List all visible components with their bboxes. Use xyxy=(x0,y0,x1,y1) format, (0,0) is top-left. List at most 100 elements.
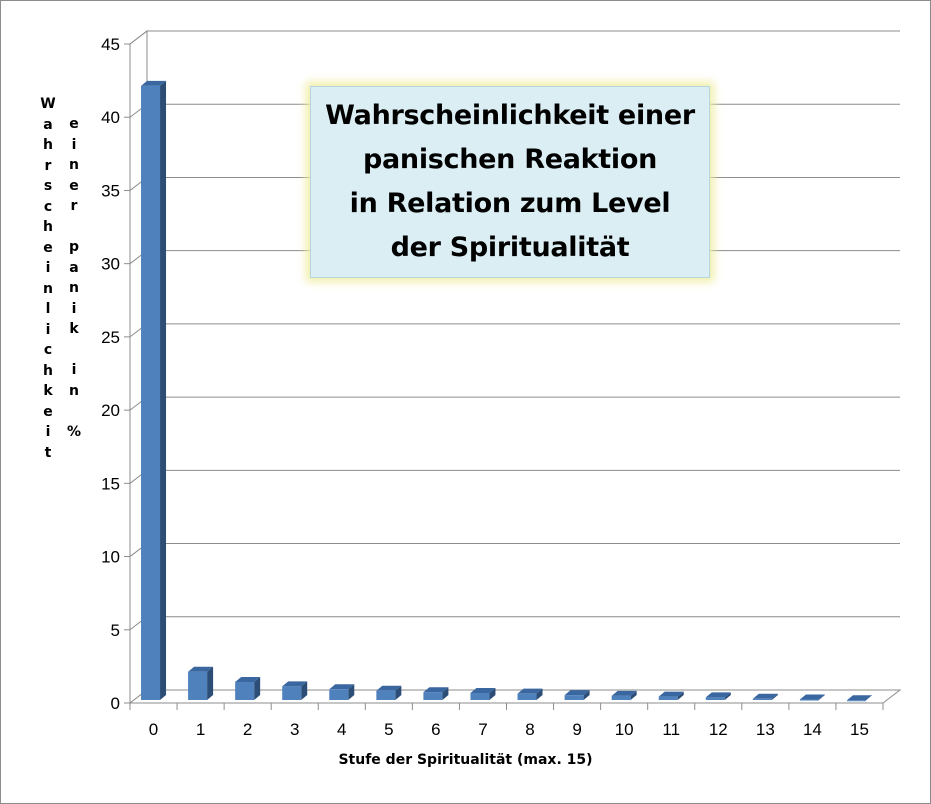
bar-side-1 xyxy=(207,666,214,700)
bar-top-2 xyxy=(235,676,261,682)
bar-side-3 xyxy=(301,681,308,700)
y-tick-label: 40 xyxy=(101,108,120,127)
y-tick-label: 25 xyxy=(101,328,120,347)
bar-top-1 xyxy=(188,666,214,672)
y-axis-label-letter: a xyxy=(43,116,53,133)
bar-side-6 xyxy=(442,687,449,700)
bar-side-8 xyxy=(536,688,543,700)
bar-6 xyxy=(423,692,443,700)
y-axis-label-part2: e i n e r p a n i k i n% xyxy=(64,114,84,442)
y-tick-label: 5 xyxy=(111,621,120,640)
bar-11 xyxy=(658,696,678,700)
y-axis-label-letter: p xyxy=(68,239,80,255)
bar-top-12 xyxy=(705,692,731,698)
y-tick-label: 35 xyxy=(101,181,120,200)
x-tick-label: 14 xyxy=(803,720,822,739)
y-axis-label-letter: i xyxy=(71,136,77,153)
bar-side-10 xyxy=(630,690,637,700)
y-axis-label-letter: k xyxy=(43,383,53,399)
bar-15 xyxy=(846,700,866,702)
y-axis-label-letter: i xyxy=(71,362,77,378)
x-tick-label: 3 xyxy=(290,720,299,739)
bar-2 xyxy=(235,681,255,700)
bar-top-6 xyxy=(423,687,449,693)
bar-top-3 xyxy=(282,681,308,687)
y-axis-label-letter: c xyxy=(43,198,53,215)
bar-side-9 xyxy=(583,690,590,700)
chart-title-box: Wahrscheinlichkeit einer panischen Reakt… xyxy=(310,86,710,278)
x-tick-label: 7 xyxy=(478,720,487,739)
y-axis-label-letter: h xyxy=(43,219,53,235)
x-tick-label: 5 xyxy=(384,720,393,739)
bar-top-14 xyxy=(799,694,825,700)
y-axis-label-letter: n xyxy=(69,157,79,173)
bar-13 xyxy=(752,698,772,700)
y-axis-label-letter: h xyxy=(43,137,53,153)
bar-side-5 xyxy=(395,685,402,700)
x-tick-label: 4 xyxy=(337,720,346,739)
bar-top-10 xyxy=(611,690,637,696)
bar-5 xyxy=(376,690,396,700)
bar-14 xyxy=(799,699,819,701)
bar-side-12 xyxy=(724,692,731,700)
bar-top-0 xyxy=(141,80,167,86)
y-axis-label-letter: e xyxy=(43,403,53,420)
bar-7 xyxy=(470,692,490,700)
y-axis-label-letter: r xyxy=(70,198,78,214)
bar-side-14 xyxy=(818,694,825,700)
bar-top-13 xyxy=(752,693,778,699)
bar-10 xyxy=(611,695,631,700)
y-tick-label: 20 xyxy=(101,401,120,420)
x-tick-label: 11 xyxy=(662,720,680,739)
bar-top-7 xyxy=(470,687,496,693)
y-tick-label: 45 xyxy=(101,35,120,54)
bar-3 xyxy=(282,686,302,700)
bar-9 xyxy=(564,695,584,700)
x-tick-label: 12 xyxy=(709,720,728,739)
y-tick-label: 15 xyxy=(101,474,120,493)
x-tick-label: 2 xyxy=(243,720,252,739)
y-axis-label-letter: k xyxy=(69,321,79,337)
y-axis-label-letter: n xyxy=(43,280,53,297)
bar-top-4 xyxy=(329,684,355,690)
y-axis-label-letter: W xyxy=(40,96,56,112)
y-axis-label-letter: l xyxy=(45,301,51,317)
bar-8 xyxy=(517,693,537,700)
y-axis-label-letter: i xyxy=(45,321,51,338)
x-tick-label: 9 xyxy=(572,720,581,739)
chart-title: Wahrscheinlichkeit einer panischen Reakt… xyxy=(325,100,695,263)
y-axis-label-letter: n xyxy=(69,382,79,399)
bar-4 xyxy=(329,689,349,700)
y-axis-label-letter: i xyxy=(45,260,51,276)
bar-12 xyxy=(705,697,725,700)
y-axis-label-letter: t xyxy=(44,444,52,461)
y-axis-label-letter: c xyxy=(43,342,53,358)
y-tick-label: 10 xyxy=(101,548,120,567)
bar-top-15 xyxy=(846,695,872,701)
bar-side-0 xyxy=(160,80,167,700)
x-tick-label: 15 xyxy=(850,720,869,739)
y-axis-label-letter: h xyxy=(43,362,53,379)
gridline xyxy=(129,30,900,45)
x-tick-label: 1 xyxy=(196,720,205,739)
x-tick-label: 13 xyxy=(756,720,775,739)
bar-1 xyxy=(188,671,208,700)
y-axis-label-letter: r xyxy=(44,157,52,174)
bar-top-8 xyxy=(517,688,543,694)
y-axis-label-letter: % xyxy=(66,423,82,440)
bar-0 xyxy=(141,85,161,700)
y-axis-label-letter: e xyxy=(69,116,79,132)
y-axis-label-letter: i xyxy=(71,300,77,317)
bar-side-4 xyxy=(348,684,355,700)
bar-top-11 xyxy=(658,691,684,697)
bar-top-5 xyxy=(376,685,402,691)
x-tick-label: 0 xyxy=(149,720,158,739)
x-tick-label: 10 xyxy=(615,720,634,739)
bar-top-9 xyxy=(564,690,590,696)
y-axis-label-letter: e xyxy=(69,177,79,194)
bar-side-7 xyxy=(489,687,496,700)
bar-side-11 xyxy=(677,691,684,700)
x-axis-label: Stufe der Spiritualität (max. 15) xyxy=(338,752,593,768)
y-axis-label-letter: s xyxy=(43,178,53,194)
